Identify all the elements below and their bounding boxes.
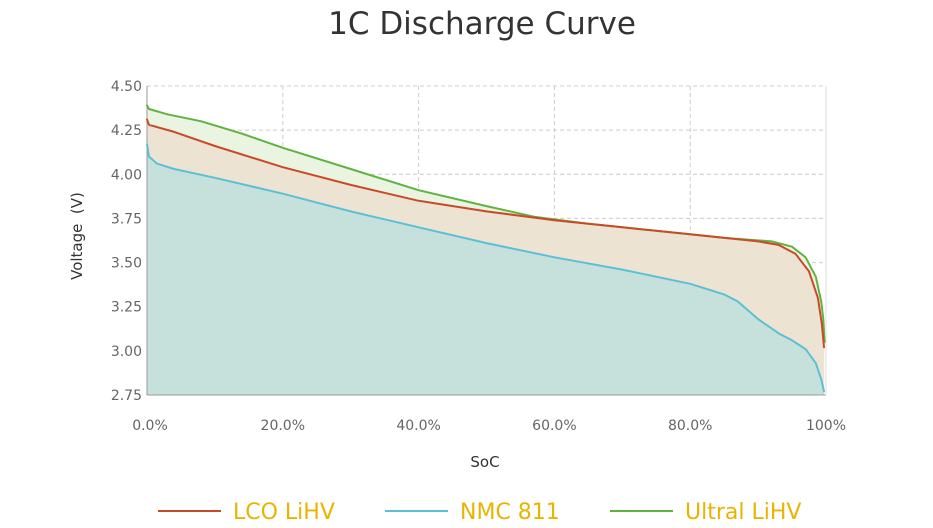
x-tick-label: 100%	[806, 418, 846, 434]
axes	[146, 86, 827, 396]
y-tick-label: 2.75	[111, 388, 142, 404]
y-tick-label: 3.75	[111, 211, 142, 227]
legend-item: Ultral LiHV	[610, 500, 801, 525]
x-tick-label: 80.0%	[668, 418, 712, 434]
legend-label: LCO LiHV	[233, 500, 335, 525]
y-tick-label: 3.25	[111, 300, 142, 316]
legend-item: LCO LiHV	[158, 500, 335, 525]
x-tick-label: 60.0%	[532, 418, 576, 434]
series-lines	[146, 104, 826, 393]
series-line	[146, 118, 825, 349]
y-axis-label: Voltage (V)	[68, 192, 86, 280]
x-tick-label: 40.0%	[396, 418, 440, 434]
y-tick-label: 4.25	[111, 123, 142, 139]
series-line	[146, 143, 825, 393]
y-tick-label: 4.00	[111, 167, 142, 183]
legend-label: NMC 811	[460, 500, 560, 525]
y-tick-label: 4.50	[111, 79, 142, 95]
legend-label: Ultral LiHV	[685, 500, 801, 525]
x-axis-label: SoC	[470, 453, 499, 471]
legend-item: NMC 811	[385, 500, 560, 525]
chart-title: 1C Discharge Curve	[328, 6, 636, 42]
legend: LCO LiHV NMC 811 Ultral LiHV	[158, 500, 801, 525]
y-tick-label: 3.00	[111, 344, 142, 360]
series-area	[147, 144, 824, 395]
series-areas	[147, 105, 825, 396]
tick-labels: 4.50 4.25 4.00 3.75 3.50 3.25 3.00 2.75 0.0% 20.0…	[111, 79, 846, 434]
x-tick-label: 0.0%	[132, 418, 168, 434]
x-tick-label: 20.0%	[261, 418, 305, 434]
y-tick-label: 3.50	[111, 256, 142, 272]
